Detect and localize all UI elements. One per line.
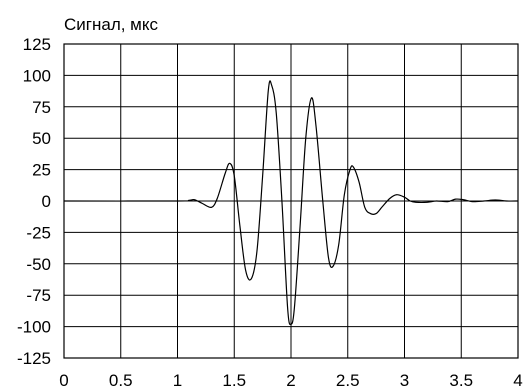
x-tick-label: 3.5 <box>449 371 473 389</box>
x-tick-label: 2.5 <box>336 371 360 389</box>
x-tick-label: 0 <box>59 371 68 389</box>
x-tick-label: 1.5 <box>222 371 246 389</box>
x-tick-label: 2 <box>286 371 295 389</box>
y-tick-label: 0 <box>42 192 51 211</box>
x-tick-labels: 0 0.5 1 1.5 2 2.5 3 3.5 4 <box>59 371 522 389</box>
y-tick-label: -75 <box>26 286 51 305</box>
x-tick-label: 1 <box>173 371 182 389</box>
y-tick-label: 50 <box>32 129 51 148</box>
y-axis-title: Сигнал, мкс <box>64 15 158 34</box>
y-tick-label: 100 <box>23 66 51 85</box>
x-tick-label: 3 <box>400 371 409 389</box>
y-tick-labels: 125 100 75 50 25 0 -25 -50 -75 -100 -125 <box>17 35 51 368</box>
signal-line-0 <box>63 80 519 326</box>
y-tick-label: -100 <box>17 318 51 337</box>
y-tick-label: -125 <box>17 349 51 368</box>
grid-lines <box>63 43 519 359</box>
x-tick-label: 4 <box>513 371 522 389</box>
y-tick-label: 25 <box>32 161 51 180</box>
y-tick-label: 75 <box>32 98 51 117</box>
x-tick-label: 0.5 <box>109 371 133 389</box>
y-tick-label: -25 <box>26 223 51 242</box>
y-tick-label: -50 <box>26 255 51 274</box>
y-tick-label: 125 <box>23 35 51 54</box>
series-layer <box>63 80 519 326</box>
